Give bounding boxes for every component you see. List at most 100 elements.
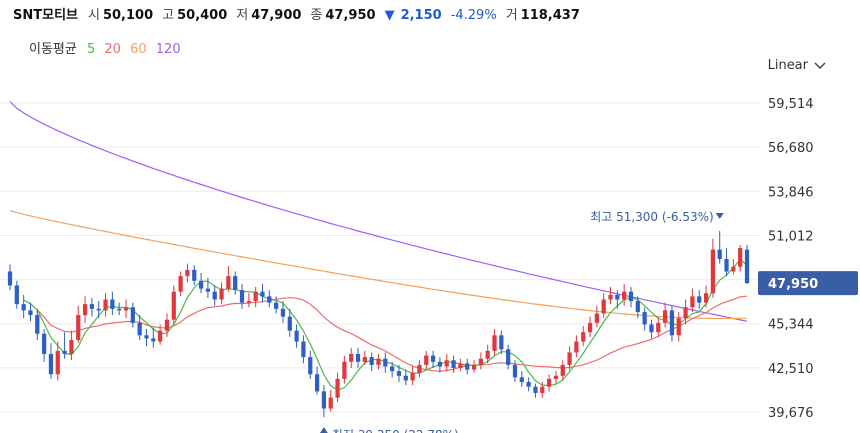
candle-body [171, 291, 176, 320]
candle-body [321, 391, 327, 409]
candle-body [62, 350, 67, 354]
candle-body [89, 304, 95, 309]
candle-body [710, 249, 715, 294]
candle-body [287, 316, 292, 331]
candle-body [744, 249, 750, 284]
candle-body [478, 358, 483, 365]
candle-body [294, 330, 299, 342]
ma-period-20[interactable]: 20 [104, 42, 121, 57]
candle-body [226, 276, 231, 289]
candle-body [158, 330, 163, 342]
candle-body [656, 322, 661, 333]
candle-body [403, 375, 408, 381]
y-tick-label: 53,846 [768, 185, 814, 200]
candle-body [342, 361, 347, 379]
high-label: 고 [162, 8, 175, 23]
candle-body [7, 271, 13, 286]
candle-body [519, 377, 524, 383]
candle-body [731, 266, 736, 272]
candle-body [164, 319, 170, 331]
candle-body [642, 311, 647, 325]
candle-body [560, 364, 565, 376]
candle-body [314, 374, 320, 392]
candle-body [512, 364, 518, 378]
candle-body [410, 372, 415, 381]
candle-body [144, 335, 149, 339]
candle-body [703, 293, 709, 303]
chevron-down-icon [814, 61, 826, 69]
candle-body [396, 371, 402, 376]
high-annotation: 최고 51,300 (-6.53%) [590, 210, 714, 224]
close-value: 47,950 [325, 8, 376, 23]
candle-body [615, 294, 620, 300]
candle-body [267, 296, 272, 303]
candle-body [123, 307, 129, 311]
y-tick-label: 45,344 [768, 318, 814, 333]
candle-body [219, 288, 224, 300]
close-label: 종 [310, 8, 323, 23]
candle-body [471, 364, 477, 370]
candle-body [697, 296, 702, 303]
stock-name: SNT모티브 [13, 8, 78, 23]
candle-body [253, 291, 258, 302]
candle-body [103, 299, 108, 311]
candle-body [42, 333, 47, 354]
candle-body [587, 322, 593, 333]
candle-body [485, 350, 490, 359]
candle-body [608, 294, 613, 300]
candle-body [233, 276, 238, 291]
high-marker-icon [715, 212, 724, 219]
candle-body [260, 291, 265, 297]
y-tick-label: 42,510 [768, 362, 814, 377]
high-value: 50,400 [177, 8, 228, 23]
candle-body [526, 382, 531, 387]
candle-body [151, 338, 156, 342]
candle-body [424, 355, 429, 365]
ma-period-60[interactable]: 60 [130, 42, 147, 57]
candle-body [76, 315, 81, 340]
candle-body [198, 280, 204, 289]
candle-body [335, 378, 340, 398]
candle-body [622, 291, 627, 300]
candle-body [14, 285, 19, 305]
stock-summary-header: SNT모티브 시 50,100 고 50,400 저 47,900 종 47,9… [13, 4, 589, 28]
candle-body [355, 353, 361, 362]
candle-body [540, 386, 545, 393]
candle-body [690, 296, 695, 308]
candle-body [594, 313, 599, 323]
candle-body [21, 304, 26, 311]
scale-label: Linear [767, 58, 808, 73]
ma-period-120[interactable]: 120 [155, 42, 181, 57]
candle-body [417, 364, 422, 373]
candle-body [649, 324, 654, 333]
candle-body [185, 269, 190, 277]
candle-body [349, 353, 354, 362]
low-value: 47,900 [251, 8, 302, 23]
moving-average-legend: 이동평균 5 20 60 120 [29, 38, 186, 57]
candle-body [308, 357, 313, 375]
scale-selector[interactable]: Linear [768, 58, 826, 73]
candle-body [301, 341, 306, 358]
candle-body [465, 363, 470, 370]
candle-body [581, 332, 586, 342]
candle-body [458, 363, 463, 369]
candle-body [683, 307, 688, 319]
candle-body [574, 341, 579, 353]
candle-body [662, 310, 668, 323]
volume-label: 거 [505, 8, 518, 23]
candle-body [117, 308, 122, 311]
ma-period-5[interactable]: 5 [86, 42, 96, 57]
candle-body [280, 308, 286, 317]
candle-body [362, 357, 367, 362]
y-tick-label: 51,012 [768, 229, 814, 244]
open-label: 시 [88, 8, 100, 23]
candle-body [212, 291, 217, 300]
change-value: 2,150 [400, 8, 442, 23]
candle-body [369, 357, 374, 365]
candle-body [96, 308, 101, 311]
current-price-label: 47,950 [768, 277, 818, 292]
y-tick-label: 56,680 [768, 141, 814, 156]
candle-body [567, 352, 572, 365]
low-marker-icon [319, 427, 328, 433]
